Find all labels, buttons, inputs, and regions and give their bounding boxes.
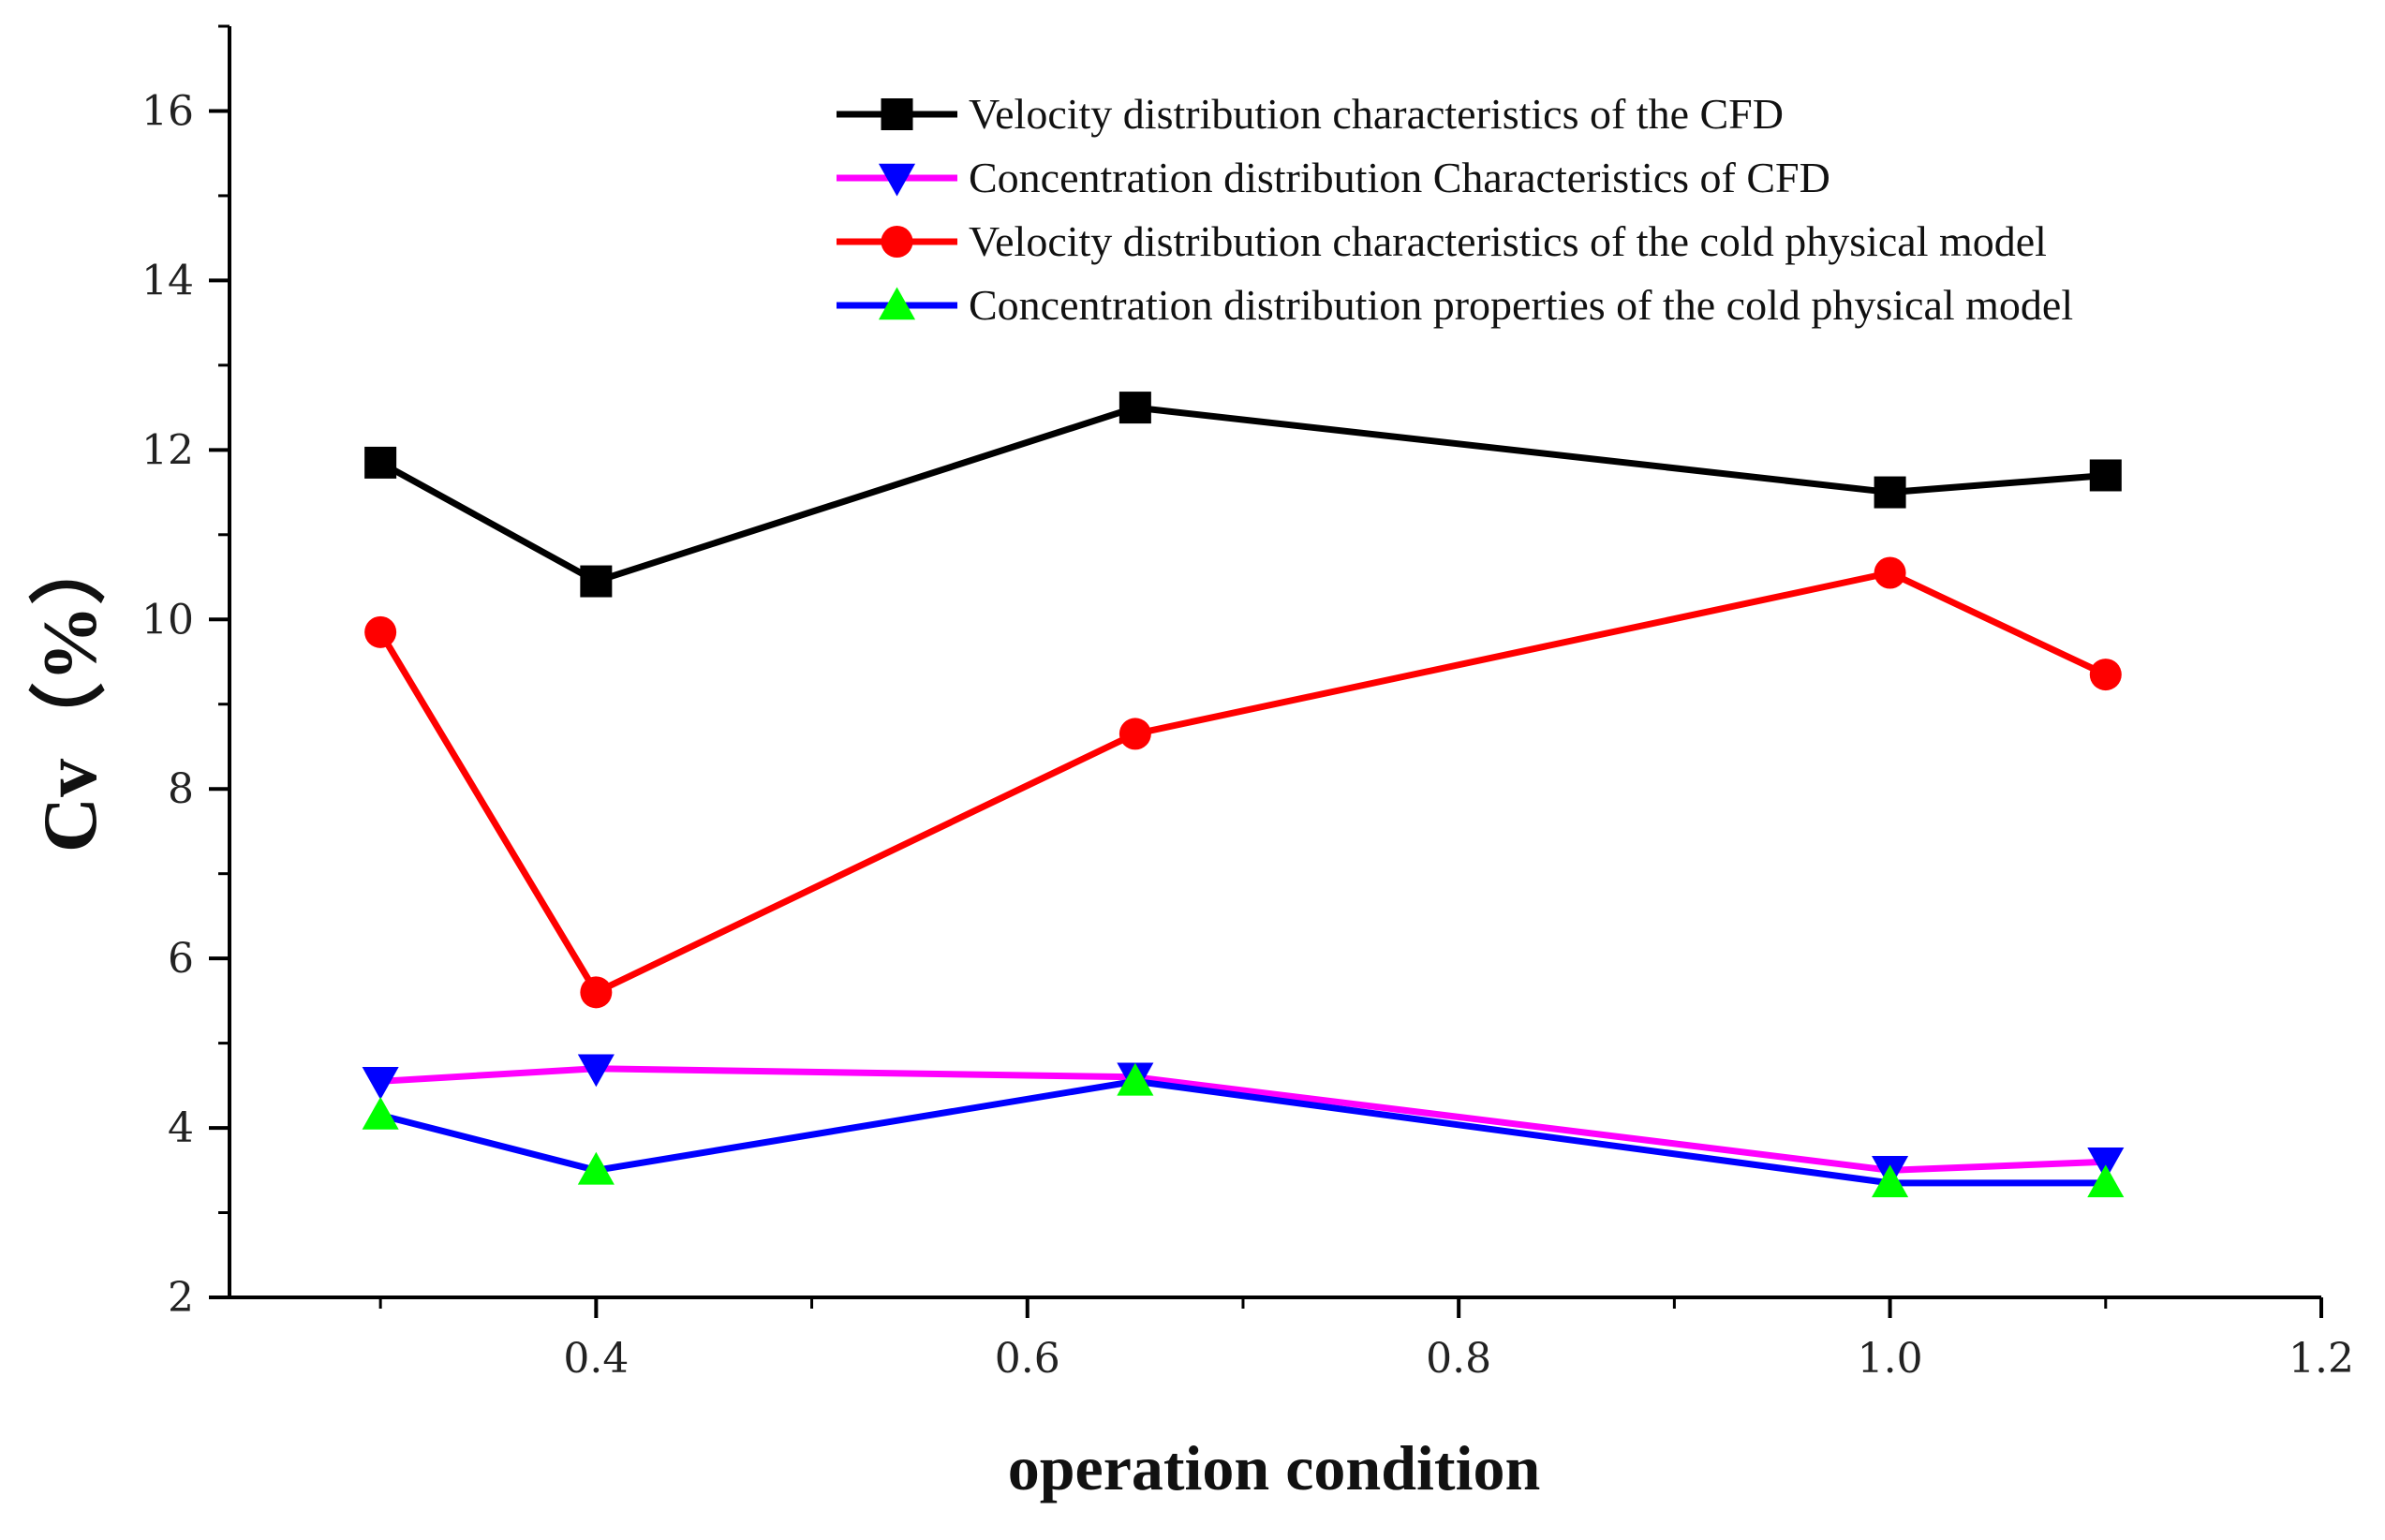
data-point (364, 615, 397, 648)
legend-item-1: Velocity distribution characteristics of… (837, 90, 1784, 138)
x-tick-label: 0.8 (1426, 1335, 1491, 1383)
y-tick-label: 2 (168, 1274, 194, 1322)
data-point (1872, 1164, 1909, 1198)
chart-axes: 2 4 6 8 10 12 14 16 0.4 0.6 0.8 1.0 1.2 (141, 24, 2354, 1383)
legend-marker (881, 226, 913, 258)
legend-marker (878, 163, 916, 197)
series-line (378, 570, 2108, 996)
y-tick-label: 8 (168, 765, 194, 813)
data-point (1118, 392, 1151, 424)
chart-legend: Velocity distribution characteristics of… (837, 90, 2073, 329)
data-point (577, 1151, 615, 1185)
series-line (378, 404, 2107, 585)
legend-label: Concentration distribution properties of… (969, 281, 2073, 329)
x-tick-label: 1.2 (2289, 1335, 2354, 1383)
series-4 (362, 1062, 2125, 1198)
series-3 (364, 556, 2122, 1009)
y-tick-label: 10 (141, 596, 194, 644)
x-axis-label: operation condition (1008, 1432, 1541, 1503)
data-point (1874, 556, 1906, 589)
data-point (2087, 1164, 2125, 1198)
y-tick-label: 16 (141, 87, 194, 135)
legend-item-4: Concentration distribution properties of… (837, 281, 2073, 329)
series-layer (362, 392, 2125, 1198)
y-tick-label: 4 (168, 1104, 194, 1152)
data-point (362, 1096, 399, 1130)
data-point (577, 1054, 615, 1088)
legend-item-3: Velocity distribution characteristics of… (837, 217, 2047, 265)
data-point (1874, 476, 1906, 509)
data-point (364, 446, 397, 479)
x-tick-label: 0.6 (995, 1335, 1060, 1383)
legend-item-2: Concentration distribution Characteristi… (837, 154, 1830, 201)
x-tick-label: 0.4 (563, 1335, 629, 1383)
data-point (580, 976, 613, 1009)
data-point (580, 565, 613, 598)
y-tick-label: 12 (141, 426, 194, 474)
data-point (2089, 659, 2122, 691)
legend-label: Velocity distribution characteristics of… (969, 90, 1784, 138)
legend-marker (881, 98, 913, 130)
data-point (362, 1067, 399, 1100)
legend-marker (878, 287, 916, 320)
y-tick-label: 14 (141, 257, 194, 304)
y-tick-label: 6 (168, 935, 194, 983)
series-1 (364, 392, 2122, 598)
data-point (2087, 1147, 2125, 1180)
legend-label: Velocity distribution characteristics of… (969, 217, 2047, 265)
data-point (2089, 459, 2122, 492)
y-axis-label: Cv（%） (27, 528, 112, 852)
data-point (1117, 1062, 1154, 1096)
data-point (1118, 718, 1151, 750)
series-line (379, 1065, 2106, 1174)
x-tick-label: 1.0 (1858, 1335, 1923, 1383)
legend-label: Concentration distribution Characteristi… (969, 154, 1830, 201)
